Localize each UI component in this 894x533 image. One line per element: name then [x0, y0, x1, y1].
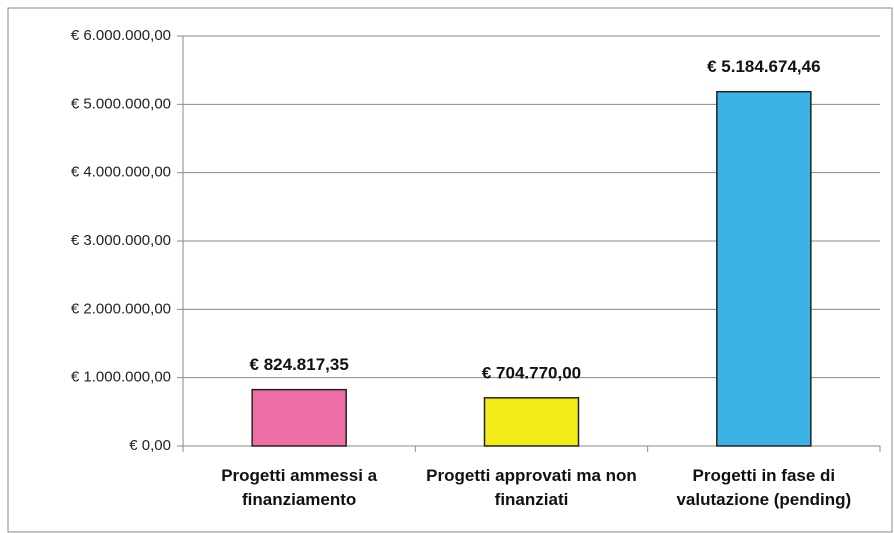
value-label: € 5.184.674,46: [707, 57, 820, 76]
chart-border: [7, 7, 893, 533]
y-tick-label: € 1.000.000,00: [71, 369, 171, 386]
y-tick-label: € 5.000.000,00: [71, 95, 171, 112]
x-tick-label: Progetti in fase di valutazione (pending…: [676, 466, 852, 509]
bar: [251, 388, 347, 447]
y-tick-label: € 3.000.000,00: [71, 232, 171, 249]
x-tick-label: Progetti approvati ma non finanziati: [426, 466, 637, 509]
bar: [716, 90, 812, 447]
value-label: € 824.817,35: [250, 355, 349, 374]
y-tick-label: € 4.000.000,00: [71, 164, 171, 181]
y-tick-label: € 0,00: [129, 437, 171, 454]
y-tick-label: € 6.000.000,00: [71, 27, 171, 44]
bar: [483, 397, 580, 447]
y-tick-label: € 2.000.000,00: [71, 300, 171, 317]
x-tick-label: Progetti ammessi a finanziamento: [221, 466, 378, 509]
value-label: € 704.770,00: [482, 363, 581, 382]
